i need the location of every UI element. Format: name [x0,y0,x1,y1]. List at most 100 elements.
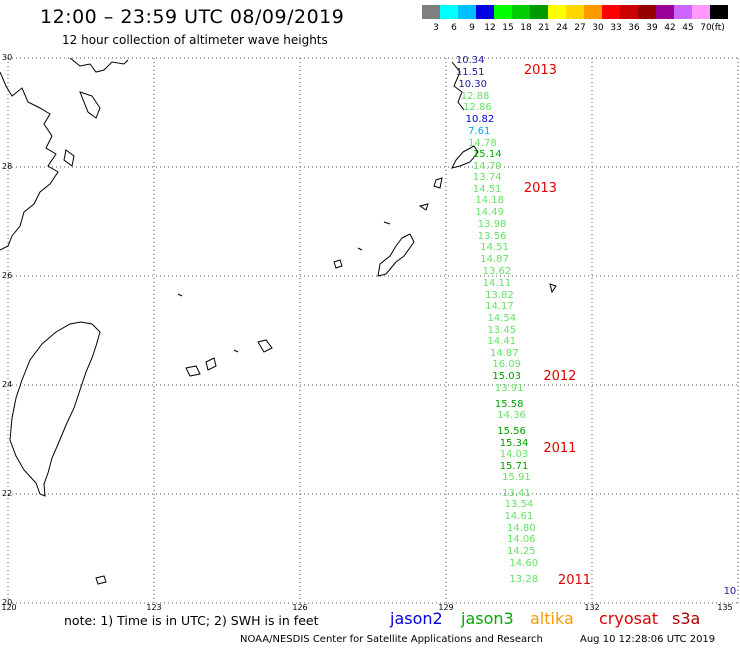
swh-reading: 14.41 [487,336,517,348]
swh-reading: 14.51 [472,183,502,195]
swh-reading: 16.09 [492,359,522,371]
scale-label: 21 [538,23,550,33]
lon-label: 129 [438,603,454,612]
scale-swatch [584,5,602,19]
year-label: 2013 [523,63,557,79]
swh-reading: 10.82 [465,114,495,126]
swh-reading: 12.86 [463,102,492,114]
scale-swatch [494,5,512,19]
year-label: 2012 [543,369,577,385]
lat-label: 24 [2,380,13,389]
satellite-s3a: s3a [672,609,701,628]
swh-reading: 15.91 [502,472,531,484]
swh-reading: 12.88 [460,91,490,103]
swh-reading: 14.51 [480,242,509,254]
satellite-jason2: jason2 [390,609,443,628]
swh-reading: 13.91 [494,382,524,394]
scale-swatch [422,5,440,19]
swh-reading: 14.06 [507,534,536,546]
swh-reading: 13.28 [509,573,539,585]
swh-reading: 14.03 [499,449,529,461]
swh-reading: 11.51 [455,67,485,79]
kyushu-coast [451,61,465,111]
scale-label: 15 [502,23,514,33]
china-coast [0,71,59,251]
scale-swatch [512,5,530,19]
swh-reading: 14.79 [472,161,502,172]
batanes-islands [95,575,107,585]
swh-reading: 15.14 [472,149,502,160]
footer-timestamp: Aug 10 12:28:06 UTC 2019 [580,634,716,645]
footer-note: note: 1) Time is in UTC; 2) SWH is in fe… [64,613,319,628]
swh-reading: 14.87 [480,254,509,266]
scale-label: 12 [484,23,496,33]
swh-reading: 14.36 [497,410,526,422]
scale-swatch [458,5,476,19]
scale-label: 6 [451,23,457,33]
swh-reading: 13.41 [502,488,531,499]
satellite-altika: altika [530,609,574,628]
swh-reading: 7.61 [468,125,491,137]
scale-label: 33 [610,23,622,33]
scale-label: 18 [520,23,532,33]
year-label: 2013 [523,180,557,196]
swh-reading: 10.30 [458,79,487,91]
scale-swatch [692,5,710,19]
swh-reading: 14.80 [507,522,536,534]
swh-reading: 13.56 [477,230,507,242]
tanegashima-island [451,145,479,169]
lat-label: 28 [2,162,13,171]
swh-reading: 14.54 [487,313,517,325]
kerama-islands [333,203,429,269]
swh-reading: 14.78 [468,137,497,149]
scale-label: 27 [574,23,586,33]
satellite-jason3: jason3 [461,609,514,628]
lon-label: 135 [717,603,733,612]
year-label: 2011 [543,441,577,457]
swh-reading: 13.74 [472,172,502,184]
swh-reading: 14.61 [504,511,534,523]
chart-title: 12:00 – 23:59 UTC 08/09/2019 [40,6,345,28]
swh-reading: 13.54 [504,499,534,511]
scale-swatch [710,5,728,19]
scale-swatch [476,5,494,19]
scale-label: 3 [433,23,439,33]
swh-reading: 14.60 [509,558,539,570]
swh-reading: 15.34 [499,437,529,449]
scale-label: 36 [628,23,640,33]
swh-reading: 14.17 [485,301,514,313]
swh-reading: 15.71 [499,460,529,472]
amami-island [433,177,443,189]
year-label: 2011 [557,573,592,589]
swh-reading: 15.56 [497,426,526,438]
scale-swatch [530,5,548,19]
swh-reading: 14.25 [507,546,536,558]
lon-label: 132 [584,603,600,612]
lat-lon-grid [7,57,739,604]
swh-reading: 14.11 [482,277,512,289]
scale-label: 9 [469,23,475,33]
scale-label: 45 [682,23,694,33]
scale-label: 39 [646,23,658,33]
scale-swatch [656,5,674,19]
scale-swatch [548,5,566,19]
scale-label: 24 [556,23,568,33]
footer-credit: NOAA/NESDIS Center for Satellite Applica… [240,634,543,645]
lat-label: 26 [2,271,13,280]
scale-label: 42 [664,23,676,33]
swh-reading: 15.58 [494,398,524,410]
swh-reading: 10 [723,586,737,598]
swh-reading: 14.49 [475,207,504,219]
lon-label: 120 [1,603,17,612]
swh-reading: 13.62 [482,266,512,278]
okinawa-island [377,233,415,277]
swh-reading: 14.18 [475,195,504,207]
satellite-cryosat: cryosat [599,609,659,628]
coastal-islands [63,57,129,167]
lon-label: 126 [292,603,308,612]
scale-label: 70 [700,23,712,33]
chart-subtitle: 12 hour collection of altimeter wave hei… [62,33,328,47]
scale-swatch [638,5,656,19]
scale-unit: (ft) [711,23,725,33]
